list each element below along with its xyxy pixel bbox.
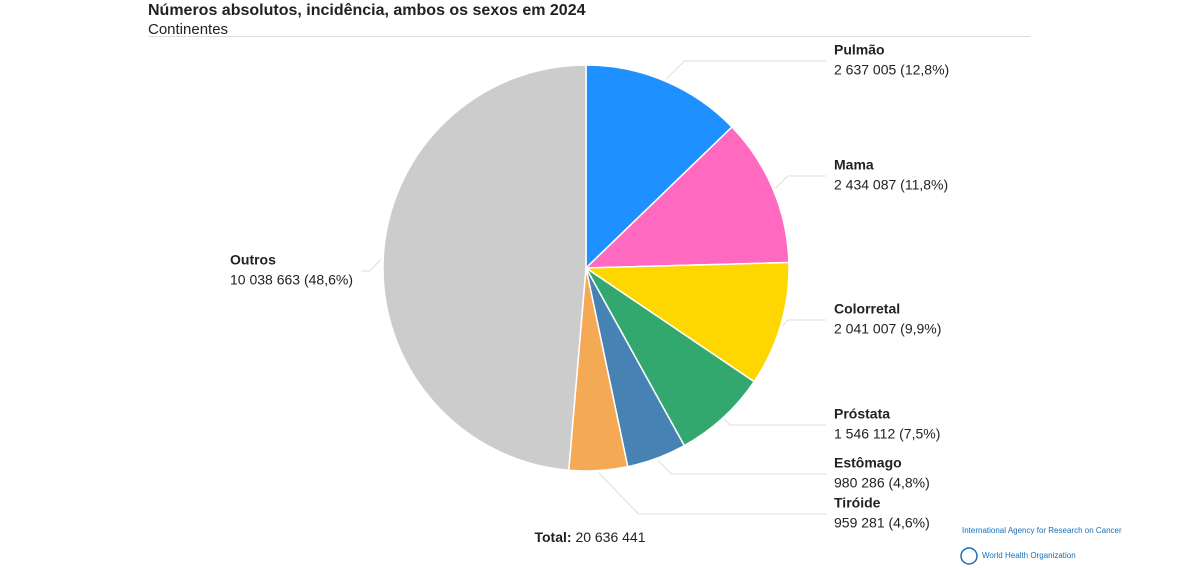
slice-value-label: 2 041 007 (9,9%) [834, 321, 941, 337]
slice-value-label: 2 434 087 (11,8%) [834, 177, 948, 193]
slice-name: Próstata [834, 406, 890, 422]
leader-line [774, 175, 826, 190]
slice-name: Mama [834, 157, 874, 173]
slice-name: Outros [230, 252, 276, 268]
who-emblem [960, 547, 978, 565]
total-text: Total: 20 636 441 [534, 529, 645, 545]
slice-name: Pulmão [834, 42, 885, 58]
slice-value-label: 1 546 112 (7,5%) [834, 426, 940, 442]
leader-line [598, 472, 826, 515]
slice-value-label: 980 286 (4,8%) [834, 475, 930, 491]
total-value: 20 636 441 [575, 529, 645, 545]
leader-line [723, 418, 826, 426]
leader-line [657, 459, 826, 475]
leader-line [665, 60, 826, 80]
total: Total: 20 636 441 [534, 529, 645, 545]
slice-value-label: 10 038 663 (48,6%) [230, 272, 353, 288]
pie-slice [585, 64, 734, 270]
slice-value-label: 2 637 005 (12,8%) [834, 62, 949, 78]
who-logo: World Health Organization [982, 551, 1076, 560]
logo: International Agency for Research on Can… [960, 526, 1122, 565]
chart-title: Números absolutos, incidência, ambos os … [148, 2, 586, 19]
slice-name: Estômago [834, 455, 902, 471]
slice-name: Colorretal [834, 301, 900, 317]
pie-slice [585, 267, 756, 447]
pie-slice [382, 64, 587, 472]
slice-name: Tiróide [834, 495, 881, 511]
iarc-logo: International Agency for Research on Can… [962, 526, 1122, 535]
pie-slice [583, 261, 790, 383]
pie-slice [584, 125, 790, 269]
chart-subtitle: Continentes [148, 21, 228, 38]
total-label: Total: [534, 529, 571, 545]
slice-value-label: 959 281 (4,6%) [834, 515, 930, 531]
leader-line [361, 258, 382, 272]
leader-line [782, 319, 826, 326]
